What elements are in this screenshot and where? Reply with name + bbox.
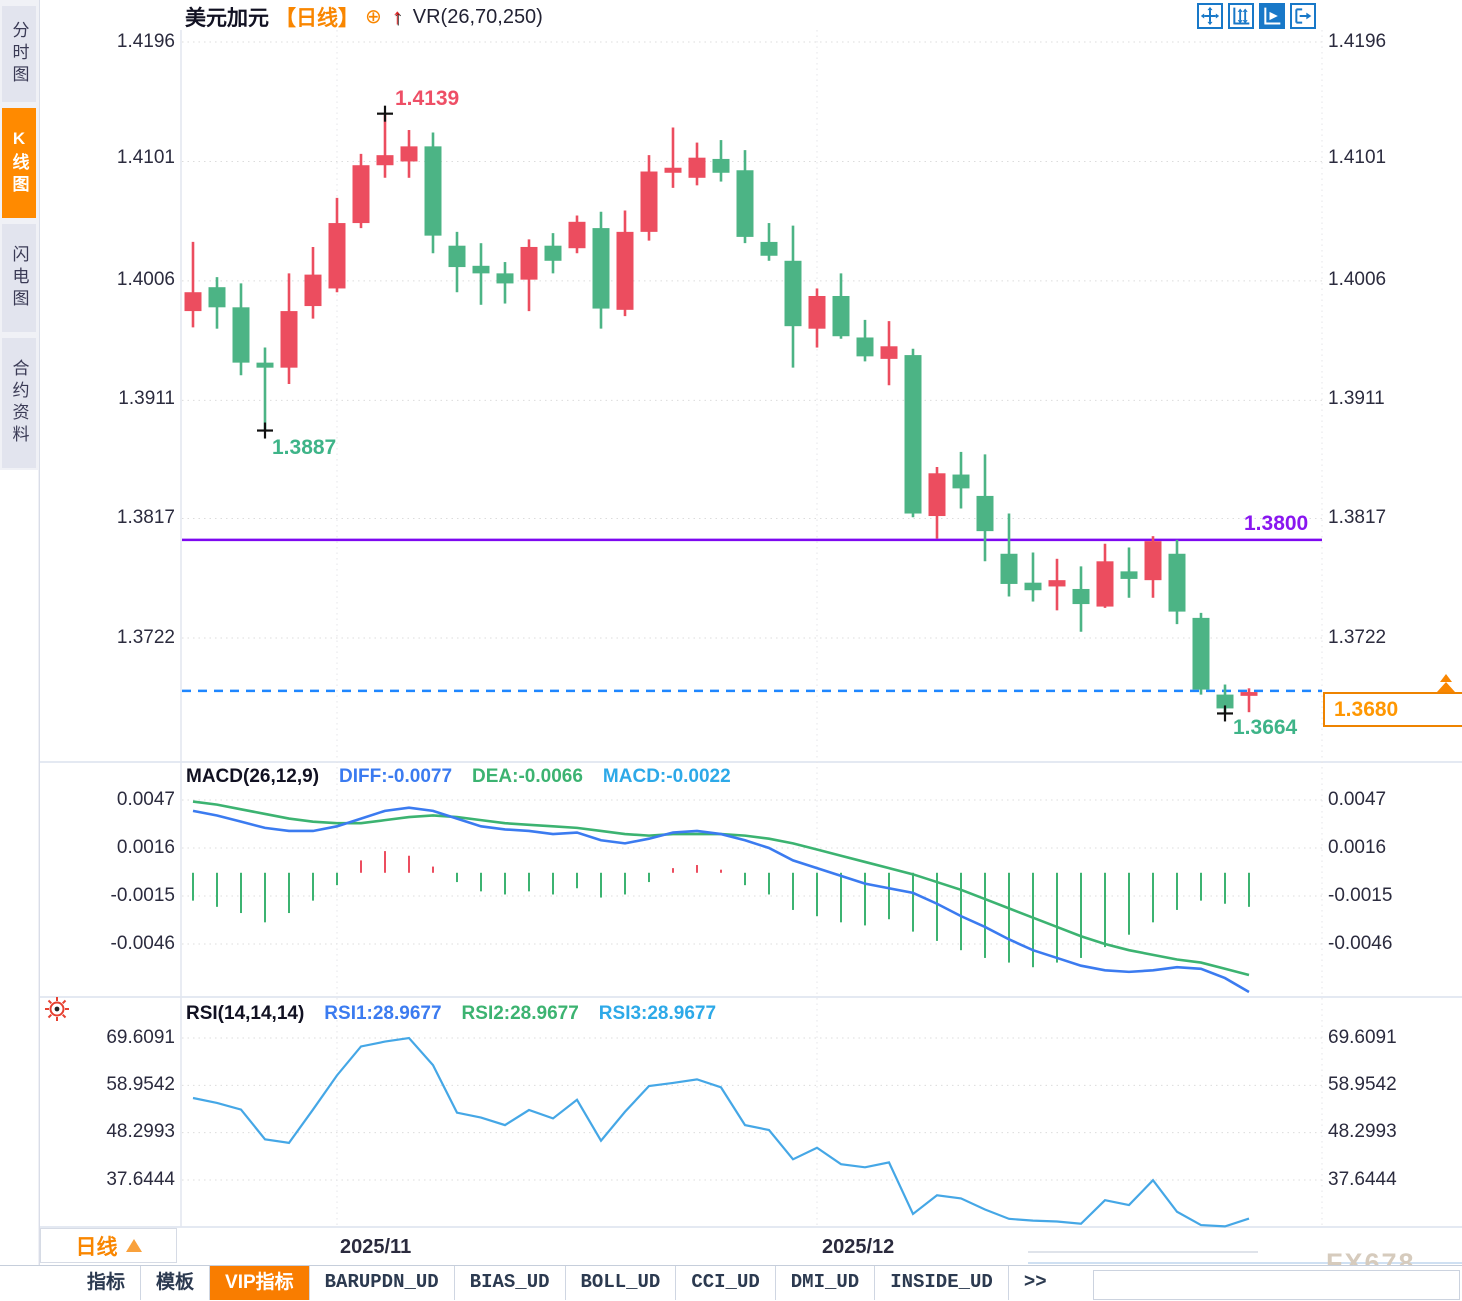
rsi1-value: RSI1:28.9677 — [324, 1003, 442, 1024]
symbol-title: 美元加元 — [185, 7, 269, 30]
rsi-axis-label: 48.2993 — [106, 1121, 175, 1142]
x-axis-label: 2025/11 — [340, 1236, 412, 1258]
price-axis-label: 1.3817 — [116, 507, 175, 528]
tab-vip-indicators[interactable]: VIP指标 — [210, 1266, 310, 1300]
swing-high-label: 1.4139 — [395, 87, 460, 110]
rsi-axis-label-right: 37.6444 — [1328, 1169, 1397, 1190]
price-axis-label: 1.4101 — [116, 147, 175, 168]
tab-templates[interactable]: 模板 — [141, 1266, 211, 1300]
macd-dea-value: DEA:-0.0066 — [472, 766, 583, 787]
axis-scale-icon[interactable] — [1228, 3, 1254, 29]
price-axis-label: 1.3722 — [116, 627, 175, 648]
rsi-axis-label: 58.9542 — [106, 1074, 175, 1095]
macd-axis-label-right: 0.0016 — [1328, 837, 1387, 858]
macd-axis-label-right: 0.0047 — [1328, 789, 1387, 810]
tab-cci[interactable]: CCI_UD — [676, 1266, 776, 1300]
period-label: 日线 — [75, 1235, 118, 1259]
rsi3-value: RSI3:28.9677 — [598, 1003, 717, 1024]
macd-axis-label: 0.0016 — [116, 837, 175, 858]
chart-header: 美元加元 【日线】 ⊕ ↑ VR(26,70,250) — [185, 4, 543, 30]
sidebar-item-timeline-chart[interactable]: 分时图 — [2, 6, 36, 102]
sidebar: 分时图 K线图 闪电图 合约资料 — [0, 0, 40, 1300]
price-axis-label: 1.4006 — [116, 269, 175, 290]
macd-hist-value: MACD:-0.0022 — [602, 766, 731, 787]
period-tag[interactable]: 【日线】 — [275, 7, 359, 30]
tab-inside[interactable]: INSIDE_UD — [875, 1266, 1009, 1300]
price-axis-label: 1.4196 — [116, 31, 175, 52]
sidebar-blank — [0, 470, 38, 1300]
price-up-arrow-icon — [1437, 682, 1455, 692]
go-to-latest-icon[interactable] — [1290, 3, 1316, 29]
auto-scale-play-icon[interactable] — [1259, 3, 1285, 29]
macd-axis-label-right: -0.0015 — [1328, 885, 1393, 906]
pan-crosshair-icon[interactable] — [1197, 3, 1223, 29]
price-up-arrow-icon — [1440, 674, 1452, 682]
rsi-axis-label-right: 58.9542 — [1328, 1074, 1397, 1095]
x-axis-label: 2025/12 — [822, 1236, 895, 1258]
tab-bias[interactable]: BIAS_UD — [455, 1266, 566, 1300]
rsi2-value: RSI2:28.9677 — [461, 1003, 579, 1024]
price-axis-label-right: 1.4006 — [1328, 269, 1387, 290]
macd-axis-label: -0.0046 — [110, 933, 175, 954]
rsi-axis-label: 37.6444 — [106, 1169, 175, 1190]
swing-low-label: 1.3887 — [272, 436, 337, 459]
rsi-axis-label-right: 48.2993 — [1328, 1121, 1397, 1142]
sidebar-item-candle-chart[interactable]: K线图 — [2, 108, 36, 218]
sidebar-item-lightning-chart[interactable]: 闪电图 — [2, 224, 36, 332]
tab-more[interactable]: >> — [1023, 1271, 1047, 1293]
price-axis-label-right: 1.3722 — [1328, 627, 1387, 648]
divider-line — [1028, 1251, 1258, 1253]
period-dropdown-arrow-icon — [125, 1239, 142, 1252]
price-axis-label: 1.3911 — [118, 388, 175, 409]
price-axis-label-right: 1.4101 — [1328, 147, 1387, 168]
sidebar-item-contract-info[interactable]: 合约资料 — [2, 338, 36, 468]
macd-axis-label: -0.0015 — [110, 885, 175, 906]
macd-axis-label-right: -0.0046 — [1328, 933, 1393, 954]
price-axis-label-right: 1.3911 — [1328, 388, 1385, 409]
macd-diff-value: DIFF:-0.0077 — [339, 766, 453, 787]
rsi-axis-label: 69.6091 — [106, 1027, 175, 1048]
period-selector[interactable]: 日线 — [40, 1228, 177, 1263]
last-price-box[interactable]: 1.3680 — [1323, 692, 1462, 727]
macd-axis-label: 0.0047 — [116, 789, 175, 810]
add-indicator-icon[interactable]: ⊕ — [365, 6, 382, 28]
tab-bar-empty-area — [1093, 1270, 1460, 1300]
rsi-axis-label-right: 69.6091 — [1328, 1027, 1397, 1048]
tab-indicators[interactable]: 指标 — [72, 1266, 142, 1300]
scroll-track[interactable] — [1028, 1262, 1462, 1264]
price-axis-label-right: 1.3817 — [1328, 507, 1387, 528]
tab-dmi[interactable]: DMI_UD — [776, 1266, 876, 1300]
rsi-title-row: RSI(14,14,14) RSI1:28.9677 RSI2:28.9677 … — [186, 1003, 716, 1025]
vr-indicator-label[interactable]: VR(26,70,250) — [412, 5, 543, 28]
red-up-arrow-icon: ↑ — [391, 4, 403, 29]
rsi-name[interactable]: RSI(14,14,14) — [186, 1003, 305, 1024]
macd-name[interactable]: MACD(26,12,9) — [186, 766, 320, 787]
indicator-settings-sun-icon[interactable] — [44, 996, 70, 1027]
tab-spacer — [0, 1266, 72, 1300]
macd-title-row: MACD(26,12,9) DIFF:-0.0077 DEA:-0.0066 M… — [186, 766, 731, 788]
hline-price-label: 1.3800 — [1244, 512, 1309, 535]
recent-low-label: 1.3664 — [1233, 716, 1298, 739]
price-axis-label-right: 1.4196 — [1328, 31, 1387, 52]
tab-boll[interactable]: BOLL_UD — [566, 1266, 677, 1300]
tab-barupdn[interactable]: BARUPDN_UD — [310, 1266, 455, 1300]
chart-toolbar — [1197, 3, 1316, 29]
